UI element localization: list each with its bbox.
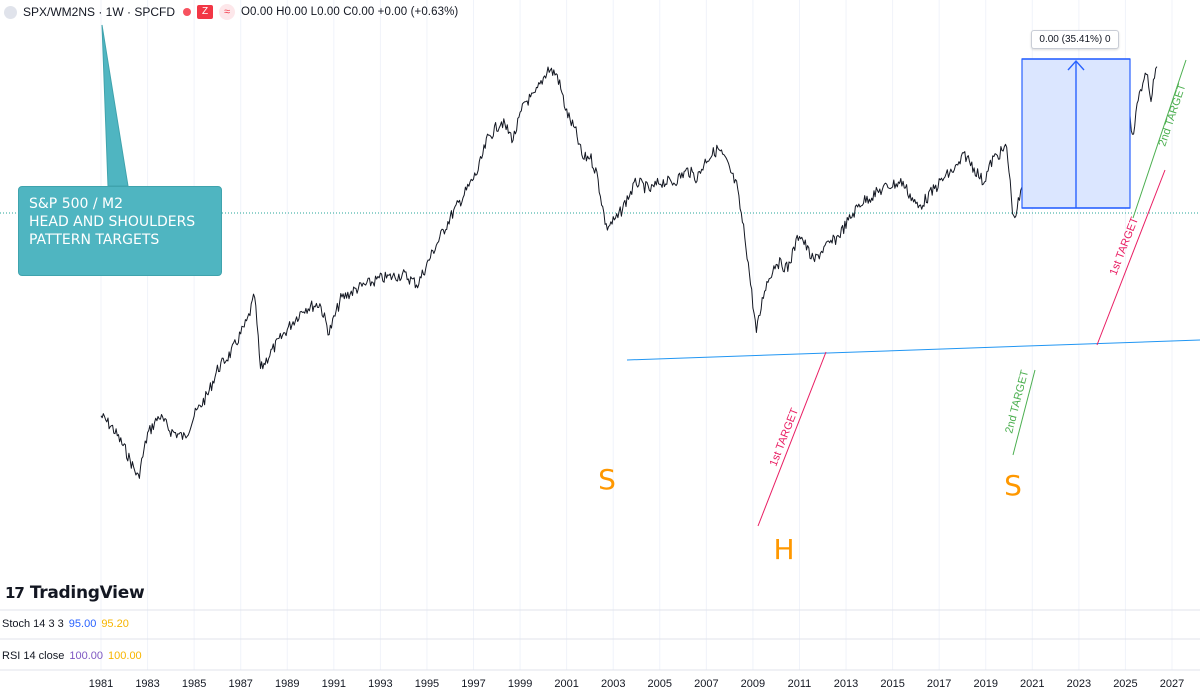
callout-line-3: HEAD AND SHOULDERS xyxy=(29,214,196,230)
neckline-trendline[interactable] xyxy=(626,339,1200,361)
x-tick-label: 1983 xyxy=(135,678,159,690)
symbol-logo-icon xyxy=(4,5,17,19)
x-tick-label: 2009 xyxy=(741,678,765,690)
price-series-line xyxy=(100,66,1158,479)
tradingview-mark-icon: 17 xyxy=(5,584,25,602)
measure-arrow-head xyxy=(1067,59,1085,71)
x-tick-label: 2001 xyxy=(554,678,578,690)
tradingview-wordmark: TradingView xyxy=(29,583,145,603)
x-tick-label: 1995 xyxy=(415,678,439,690)
grid-lines xyxy=(100,0,1173,670)
second-target-label-right: 2nd TARGET xyxy=(1156,82,1188,148)
second-target-line-left[interactable] xyxy=(1012,369,1036,456)
x-tick-label: 1987 xyxy=(228,678,252,690)
pattern-callout[interactable]: S&P 500 / M2 HEAD AND SHOULDERS PATTERN … xyxy=(18,186,222,276)
stoch-legend[interactable]: Stoch 14 3 3 95.00 95.20 xyxy=(2,618,129,630)
flag-icon[interactable]: Z xyxy=(197,5,214,19)
first-target-label-right: 1st TARGET xyxy=(1108,215,1142,277)
stoch-k-value: 95.00 xyxy=(68,618,97,630)
x-tick-label: 2011 xyxy=(788,678,812,690)
x-tick-label: 1993 xyxy=(368,678,392,690)
x-tick-label: 2003 xyxy=(601,678,625,690)
stoch-name: Stoch 14 3 3 xyxy=(2,618,64,630)
measure-label: 0.00 (35.41%) 0 xyxy=(1031,30,1119,49)
x-tick-label: 2019 xyxy=(973,678,997,690)
rsi-name: RSI 14 close xyxy=(2,650,65,662)
x-tick-label: 2021 xyxy=(1020,678,1044,690)
ohlc-readout: O0.00 H0.00 L0.00 C0.00 +0.00 (+0.63%) xyxy=(241,6,459,18)
rsi-ma-value: 100.00 xyxy=(108,650,142,662)
rsi-legend[interactable]: RSI 14 close 100.00 100.00 xyxy=(2,650,142,662)
chart-header: SPX/WM2NS · 1W · SPCFD Z ≈ O0.00 H0.00 L… xyxy=(0,0,458,24)
x-tick-label: 1997 xyxy=(461,678,485,690)
left-shoulder-label: S xyxy=(598,463,616,496)
x-tick-label: 1999 xyxy=(508,678,532,690)
x-tick-label: 2005 xyxy=(648,678,672,690)
x-tick-label: 1989 xyxy=(275,678,299,690)
x-tick-label: 1991 xyxy=(322,678,346,690)
second-target-line-right[interactable] xyxy=(1132,59,1187,219)
callout-line-1: S&P 500 / M2 xyxy=(29,196,124,212)
callout-pointer xyxy=(101,24,129,187)
x-tick-label: 2017 xyxy=(927,678,951,690)
x-tick-label: 2023 xyxy=(1067,678,1091,690)
market-status-dot-icon xyxy=(183,8,192,16)
first-target-line-right[interactable] xyxy=(1096,169,1166,346)
callout-line-4: PATTERN TARGETS xyxy=(29,232,160,248)
right-shoulder-label: S xyxy=(1004,469,1022,502)
approx-icon[interactable]: ≈ xyxy=(219,4,236,20)
x-tick-label: 2015 xyxy=(880,678,904,690)
x-tick-label: 1985 xyxy=(182,678,206,690)
stoch-d-value: 95.20 xyxy=(101,618,129,630)
symbol-title[interactable]: SPX/WM2NS · 1W · SPCFD xyxy=(23,5,176,19)
x-axis[interactable]: 1981 1983 1985 1987 1989 1991 1993 1995 1997 1999… xyxy=(89,678,1184,690)
head-label: H xyxy=(773,533,794,566)
x-tick-label: 2007 xyxy=(694,678,718,690)
x-tick-label: 1981 xyxy=(89,678,113,690)
x-tick-label: 2027 xyxy=(1160,678,1184,690)
tradingview-logo[interactable]: 17 TradingView xyxy=(5,582,145,604)
first-target-line-left[interactable] xyxy=(757,351,827,527)
x-tick-label: 2013 xyxy=(834,678,858,690)
rsi-value: 100.00 xyxy=(69,650,104,662)
x-tick-label: 2025 xyxy=(1113,678,1137,690)
